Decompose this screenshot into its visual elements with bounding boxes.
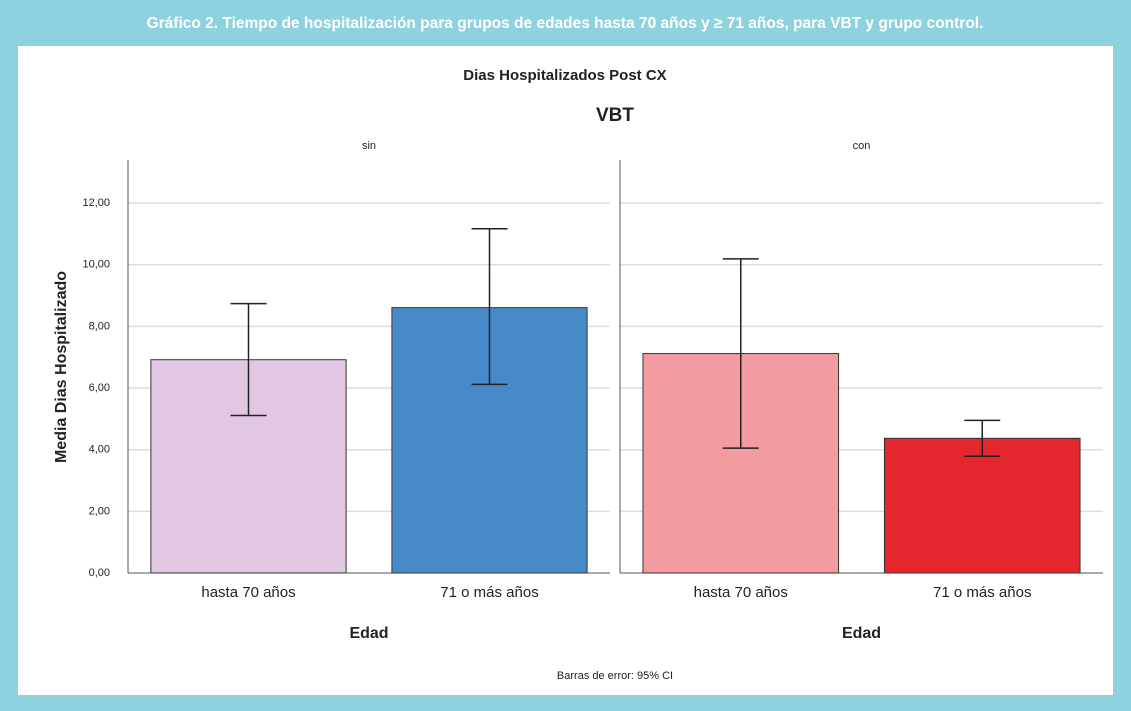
caption: Gráfico 2. Tiempo de hospitalización par… xyxy=(147,15,984,32)
panel-label: sin xyxy=(362,140,376,152)
bar xyxy=(883,437,1081,574)
panel-label: con xyxy=(853,140,871,152)
x-axis-label: Edad xyxy=(842,625,881,642)
chart-subtitle: VBT xyxy=(596,105,634,126)
x-axis-label: Edad xyxy=(349,625,388,642)
x-tick-label: 71 o más años xyxy=(933,584,1031,601)
x-tick-label: 71 o más años xyxy=(440,584,538,601)
x-tick-label: hasta 70 años xyxy=(694,584,788,601)
y-tick-label: 2,00 xyxy=(89,505,110,517)
chart-title: Dias Hospitalizados Post CX xyxy=(463,67,666,84)
y-axis-label: Media Dias Hospitalizado xyxy=(53,271,70,463)
y-tick-label: 10,00 xyxy=(82,259,110,271)
y-tick-label: 8,00 xyxy=(89,320,110,332)
x-tick-label: hasta 70 años xyxy=(201,584,295,601)
y-tick-label: 12,00 xyxy=(82,197,110,209)
y-tick-label: 4,00 xyxy=(89,444,110,456)
y-tick-label: 0,00 xyxy=(89,567,110,579)
y-tick-label: 6,00 xyxy=(89,382,110,394)
note: Barras de error: 95% CI xyxy=(557,670,673,682)
